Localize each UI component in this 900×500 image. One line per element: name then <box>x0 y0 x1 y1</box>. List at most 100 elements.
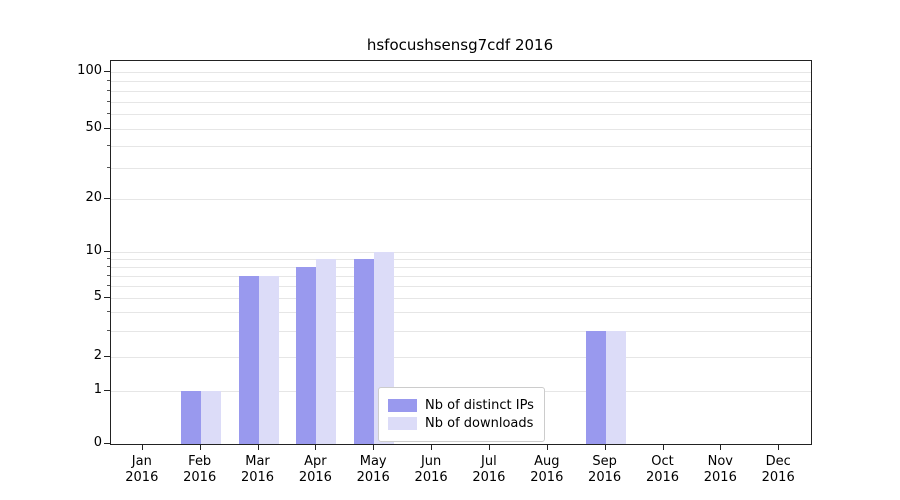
gridline <box>111 129 811 131</box>
x-tick-year: 2016 <box>472 470 506 485</box>
x-tick-year: 2016 <box>761 470 795 485</box>
gridline <box>111 266 811 268</box>
x-tick-label-oct: Oct 2016 <box>628 454 698 486</box>
y-minor-tick-mark <box>107 167 110 168</box>
x-tick-month: Jun <box>420 454 442 469</box>
y-minor-tick-mark <box>107 145 110 147</box>
x-tick-mark <box>315 444 317 450</box>
gridline <box>111 259 811 261</box>
bar-distinct-ips-sep <box>585 331 606 444</box>
x-tick-month: Oct <box>651 454 674 469</box>
x-tick-mark <box>546 444 548 450</box>
y-tick-label: 20 <box>85 189 102 205</box>
gridline <box>111 312 811 314</box>
bar-downloads-sep <box>605 331 626 444</box>
plot-area: Nb of distinct IPs Nb of downloads <box>110 60 812 445</box>
y-tick-mark <box>104 197 110 199</box>
y-tick-label: 2 <box>93 348 102 364</box>
x-tick-year: 2016 <box>414 470 448 485</box>
y-tick-mark <box>104 443 110 444</box>
x-tick-label-nov: Nov 2016 <box>685 454 755 486</box>
x-tick-mark <box>431 444 433 450</box>
x-tick-mark <box>778 444 780 450</box>
x-tick-month: Feb <box>188 454 212 469</box>
x-tick-year: 2016 <box>645 470 680 485</box>
x-tick-month: Dec <box>765 454 791 469</box>
x-tick-mark <box>257 444 259 450</box>
y-minor-tick-mark <box>107 265 110 267</box>
bar-downloads-feb <box>200 391 221 444</box>
y-minor-tick-mark <box>107 100 110 102</box>
x-tick-mark <box>141 444 143 450</box>
x-tick-label-sep: Sep 2016 <box>570 454 640 486</box>
bar-downloads-mar <box>258 275 279 444</box>
x-tick-year: 2016 <box>588 470 622 485</box>
chart-title: hsfocushsensg7cdf 2016 <box>366 36 554 54</box>
y-tick-mark <box>104 390 110 392</box>
y-minor-tick-mark <box>107 258 110 260</box>
legend-label-distinct-ips: Nb of distinct IPs <box>425 398 534 413</box>
y-minor-tick-mark <box>107 285 110 286</box>
bar-distinct-ips-apr <box>296 266 317 444</box>
x-tick-label-jun: Jun 2016 <box>396 454 466 486</box>
x-tick-year: 2016 <box>530 470 564 485</box>
bar-downloads-apr <box>316 259 337 444</box>
x-tick-year: 2016 <box>703 470 737 485</box>
x-tick-mark <box>604 444 606 450</box>
legend: Nb of distinct IPs Nb of downloads <box>378 387 545 442</box>
gridline <box>111 168 811 169</box>
x-tick-mark <box>720 444 722 450</box>
x-tick-month: Nov <box>707 454 733 469</box>
x-tick-month: May <box>359 454 387 469</box>
bar-distinct-ips-may <box>354 259 375 444</box>
gridline <box>111 72 811 74</box>
y-minor-tick-mark <box>107 113 110 115</box>
y-tick-label: 100 <box>77 63 102 79</box>
x-tick-label-jan: Jan 2016 <box>107 454 177 486</box>
x-tick-mark <box>662 444 664 450</box>
x-tick-year: 2016 <box>125 470 159 485</box>
gridline <box>111 114 811 116</box>
y-minor-tick-mark <box>107 79 110 81</box>
legend-item-downloads: Nb of downloads <box>388 416 534 431</box>
gridline <box>111 331 811 332</box>
y-tick-label: 10 <box>85 243 102 259</box>
gridline <box>111 275 811 277</box>
x-tick-label-feb: Feb 2016 <box>165 454 235 486</box>
y-minor-tick-mark <box>107 330 110 331</box>
x-tick-month: Sep <box>592 454 617 469</box>
gridline <box>111 80 811 82</box>
y-tick-mark <box>104 356 110 358</box>
x-tick-label-dec: Dec 2016 <box>743 454 813 486</box>
x-tick-month: Aug <box>534 454 560 469</box>
legend-item-distinct-ips: Nb of distinct IPs <box>388 398 534 413</box>
y-minor-tick-mark <box>107 274 110 276</box>
y-tick-mark <box>104 251 110 253</box>
gridline <box>111 101 811 103</box>
y-tick-mark <box>104 297 110 299</box>
x-tick-label-aug: Aug 2016 <box>512 454 582 486</box>
x-tick-month: Jul <box>481 454 497 469</box>
legend-label-downloads: Nb of downloads <box>425 416 534 431</box>
legend-swatch-downloads <box>388 417 417 430</box>
bar-distinct-ips-mar <box>238 275 259 444</box>
gridline <box>111 252 811 254</box>
gridline <box>111 298 811 300</box>
y-tick-mark <box>104 71 110 73</box>
x-tick-month: Apr <box>304 454 327 469</box>
y-tick-mark <box>104 128 110 130</box>
y-tick-label: 5 <box>93 289 102 305</box>
legend-swatch-distinct-ips <box>388 399 417 412</box>
x-tick-label-jul: Jul 2016 <box>454 454 524 486</box>
x-tick-year: 2016 <box>240 470 275 485</box>
x-tick-label-mar: Mar 2016 <box>223 454 293 486</box>
y-minor-tick-mark <box>107 89 110 91</box>
x-tick-label-apr: Apr 2016 <box>280 454 350 486</box>
x-tick-label-may: May 2016 <box>338 454 408 486</box>
gridline <box>111 146 811 148</box>
gridline <box>111 90 811 92</box>
gridline <box>111 286 811 287</box>
y-tick-label: 0 <box>93 435 102 450</box>
bar-distinct-ips-feb <box>180 391 201 444</box>
